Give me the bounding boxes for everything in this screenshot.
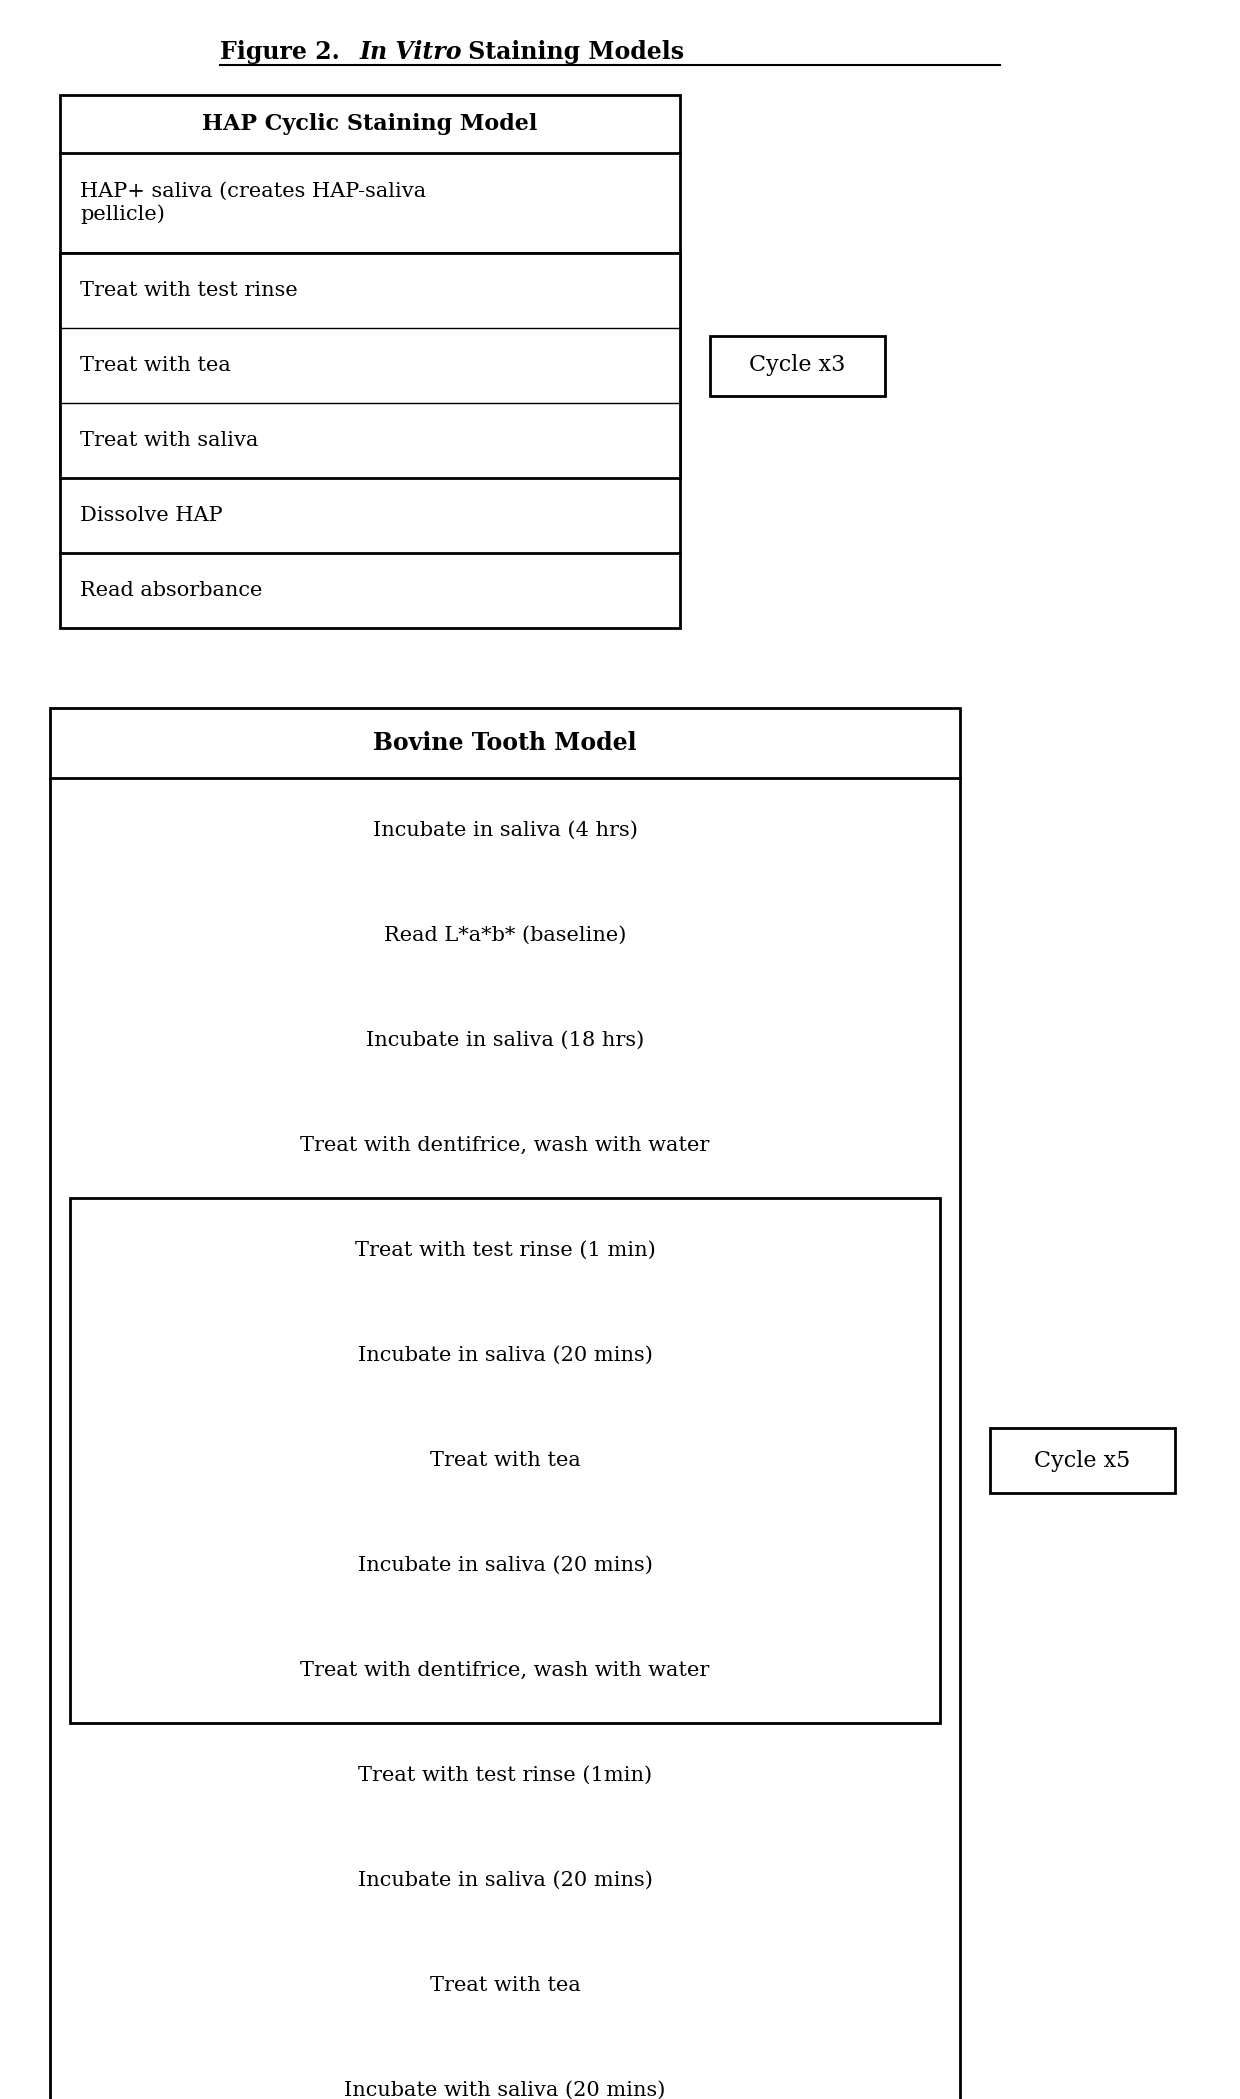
Bar	[60, 94, 680, 628]
Text: Cycle x5: Cycle x5	[1034, 1450, 1131, 1471]
Text: Incubate with saliva (20 mins): Incubate with saliva (20 mins)	[345, 2080, 666, 2099]
Text: HAP Cyclic Staining Model: HAP Cyclic Staining Model	[202, 113, 538, 134]
Text: Read absorbance: Read absorbance	[81, 581, 263, 600]
Text: Read L*a*b* (baseline): Read L*a*b* (baseline)	[384, 926, 626, 945]
Text: Figure 2.: Figure 2.	[219, 40, 348, 63]
Text: Cycle x3: Cycle x3	[749, 355, 846, 376]
Text: Treat with tea: Treat with tea	[429, 1450, 580, 1469]
Text: Treat with test rinse: Treat with test rinse	[81, 281, 298, 300]
Text: Treat with tea: Treat with tea	[429, 1975, 580, 1994]
Text: Incubate in saliva (4 hrs): Incubate in saliva (4 hrs)	[372, 821, 637, 840]
Text: Incubate in saliva (20 mins): Incubate in saliva (20 mins)	[357, 1555, 652, 1574]
Text: Staining Models: Staining Models	[460, 40, 684, 63]
Text: Incubate in saliva (20 mins): Incubate in saliva (20 mins)	[357, 1870, 652, 1889]
Text: Bovine Tooth Model: Bovine Tooth Model	[373, 730, 637, 756]
Bar	[60, 254, 680, 479]
Text: Treat with dentifrice, wash with water: Treat with dentifrice, wash with water	[300, 1136, 709, 1154]
Text: Incubate in saliva (18 hrs): Incubate in saliva (18 hrs)	[366, 1031, 644, 1050]
Bar	[50, 707, 960, 2099]
Text: Treat with test rinse (1 min): Treat with test rinse (1 min)	[355, 1241, 656, 1259]
Bar	[990, 1427, 1176, 1492]
Text: Treat with dentifrice, wash with water: Treat with dentifrice, wash with water	[300, 1660, 709, 1679]
Text: Treat with test rinse (1min): Treat with test rinse (1min)	[358, 1765, 652, 1784]
Text: Treat with tea: Treat with tea	[81, 357, 231, 376]
Bar	[711, 336, 885, 395]
Text: HAP+ saliva (creates HAP-saliva
pellicle): HAP+ saliva (creates HAP-saliva pellicle…	[81, 183, 427, 225]
Text: Incubate in saliva (20 mins): Incubate in saliva (20 mins)	[357, 1345, 652, 1364]
Text: In Vitro: In Vitro	[360, 40, 463, 63]
Bar	[69, 1199, 940, 1723]
Text: Treat with saliva: Treat with saliva	[81, 430, 258, 449]
Text: Dissolve HAP: Dissolve HAP	[81, 506, 223, 525]
